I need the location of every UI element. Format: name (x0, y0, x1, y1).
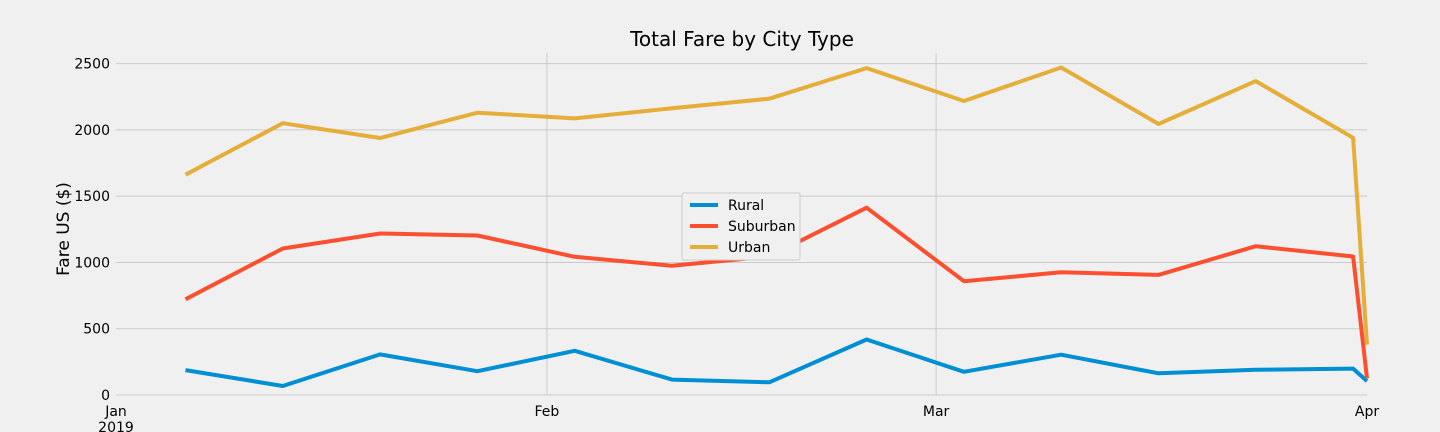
y-axis-label: Fare US ($) (54, 182, 74, 276)
x-tick-label: Feb (535, 404, 560, 420)
y-tick-label: 2500 (74, 57, 110, 73)
x-tick-label: Jan (104, 404, 127, 420)
legend-box (681, 192, 801, 261)
y-tick-label: 0 (101, 388, 110, 404)
y-tick-label: 500 (83, 322, 110, 338)
legend-label-rural: Rural (728, 198, 764, 214)
x-tick-sublabel: 2019 (98, 420, 134, 432)
y-tick-label: 2000 (74, 123, 110, 139)
series-line-suburban (184, 205, 1369, 379)
y-tick-label: 1500 (74, 189, 110, 205)
x-tick-label: Mar (923, 404, 950, 420)
legend: Rural Suburban Urban (681, 192, 801, 261)
y-tick-label: 1000 (74, 255, 110, 271)
legend-label-urban: Urban (728, 240, 770, 256)
x-tick-label: Apr (1355, 404, 1379, 420)
chart-title: Total Fare by City Type (629, 27, 854, 51)
legend-label-suburban: Suburban (728, 219, 796, 235)
series-line-rural (185, 337, 1369, 388)
series-lines (184, 65, 1369, 388)
series-line-urban (184, 65, 1369, 345)
